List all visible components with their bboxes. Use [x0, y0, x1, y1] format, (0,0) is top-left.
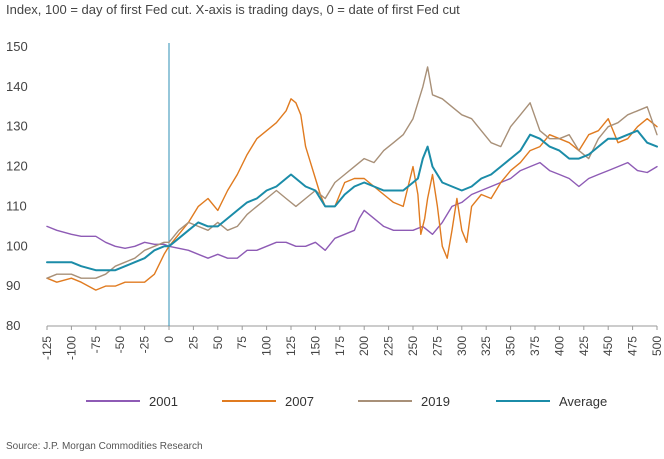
legend-swatch-2019	[358, 400, 412, 402]
legend-swatch-average	[496, 400, 550, 402]
legend-label-2007: 2007	[285, 393, 314, 409]
x-tick-label: -75	[89, 336, 103, 354]
x-tick-label: 225	[382, 336, 396, 356]
x-tick-label: 325	[479, 336, 493, 356]
legend-swatch-2007	[222, 400, 276, 402]
series-group	[46, 66, 658, 291]
y-tick-label: 140	[6, 79, 28, 94]
legend-item-average: Average	[496, 389, 607, 413]
y-tick-label: 120	[6, 159, 28, 174]
chart-legend: 2001 2007 2019 Average	[0, 389, 664, 413]
x-tick-label: 125	[284, 336, 298, 356]
x-tick-label: -50	[113, 336, 127, 354]
y-tick-label: 110	[6, 198, 27, 213]
y-axis: 80 90 100 110 120 130 140 150	[6, 39, 28, 333]
x-axis: -125 -100 -75 -50 -25 0 25 50 75 100 125 150 175 200 2…	[40, 325, 664, 360]
x-tick-label: 50	[211, 336, 225, 350]
x-tick-label: 100	[260, 336, 274, 356]
legend-item-2019: 2019	[358, 389, 450, 413]
x-tick-label: 500	[650, 336, 664, 356]
y-tick-label: 150	[6, 39, 28, 54]
x-tick-label: 350	[504, 336, 518, 356]
x-tick-label: 175	[333, 336, 347, 356]
x-tick-label: 250	[406, 336, 420, 356]
x-tick-label: 475	[626, 336, 640, 356]
series-line-average	[46, 129, 658, 272]
x-tick-label: 25	[186, 336, 200, 350]
series-line-2019	[46, 66, 658, 279]
x-tick-label: 375	[528, 336, 542, 356]
chart-subtitle: Index, 100 = day of first Fed cut. X-axi…	[6, 2, 460, 17]
legend-item-2001: 2001	[86, 389, 178, 413]
x-tick-label: -125	[40, 336, 54, 360]
y-tick-label: 130	[6, 119, 28, 134]
x-tick-label: -100	[64, 336, 78, 360]
x-tick-label: 400	[552, 336, 566, 356]
y-tick-label: 100	[6, 238, 28, 253]
x-tick-label: 200	[357, 336, 371, 356]
legend-label-2019: 2019	[421, 393, 450, 409]
x-tick-label: 150	[308, 336, 322, 356]
x-tick-label: 425	[577, 336, 591, 356]
y-tick-label: 80	[6, 318, 20, 333]
y-tick-label: 90	[6, 278, 20, 293]
x-tick-label: 450	[601, 336, 615, 356]
legend-label-2001: 2001	[149, 393, 178, 409]
x-tick-label: 75	[235, 336, 249, 350]
x-tick-label: -25	[138, 336, 152, 354]
x-tick-label: 0	[162, 336, 176, 343]
series-line-2001	[46, 161, 658, 259]
source-note: Source: J.P. Morgan Commodities Research	[6, 441, 203, 452]
x-tick-label: 300	[455, 336, 469, 356]
legend-swatch-2001	[86, 400, 140, 402]
x-tick-label: 275	[430, 336, 444, 356]
legend-label-average: Average	[559, 393, 608, 409]
legend-item-2007: 2007	[222, 389, 314, 413]
